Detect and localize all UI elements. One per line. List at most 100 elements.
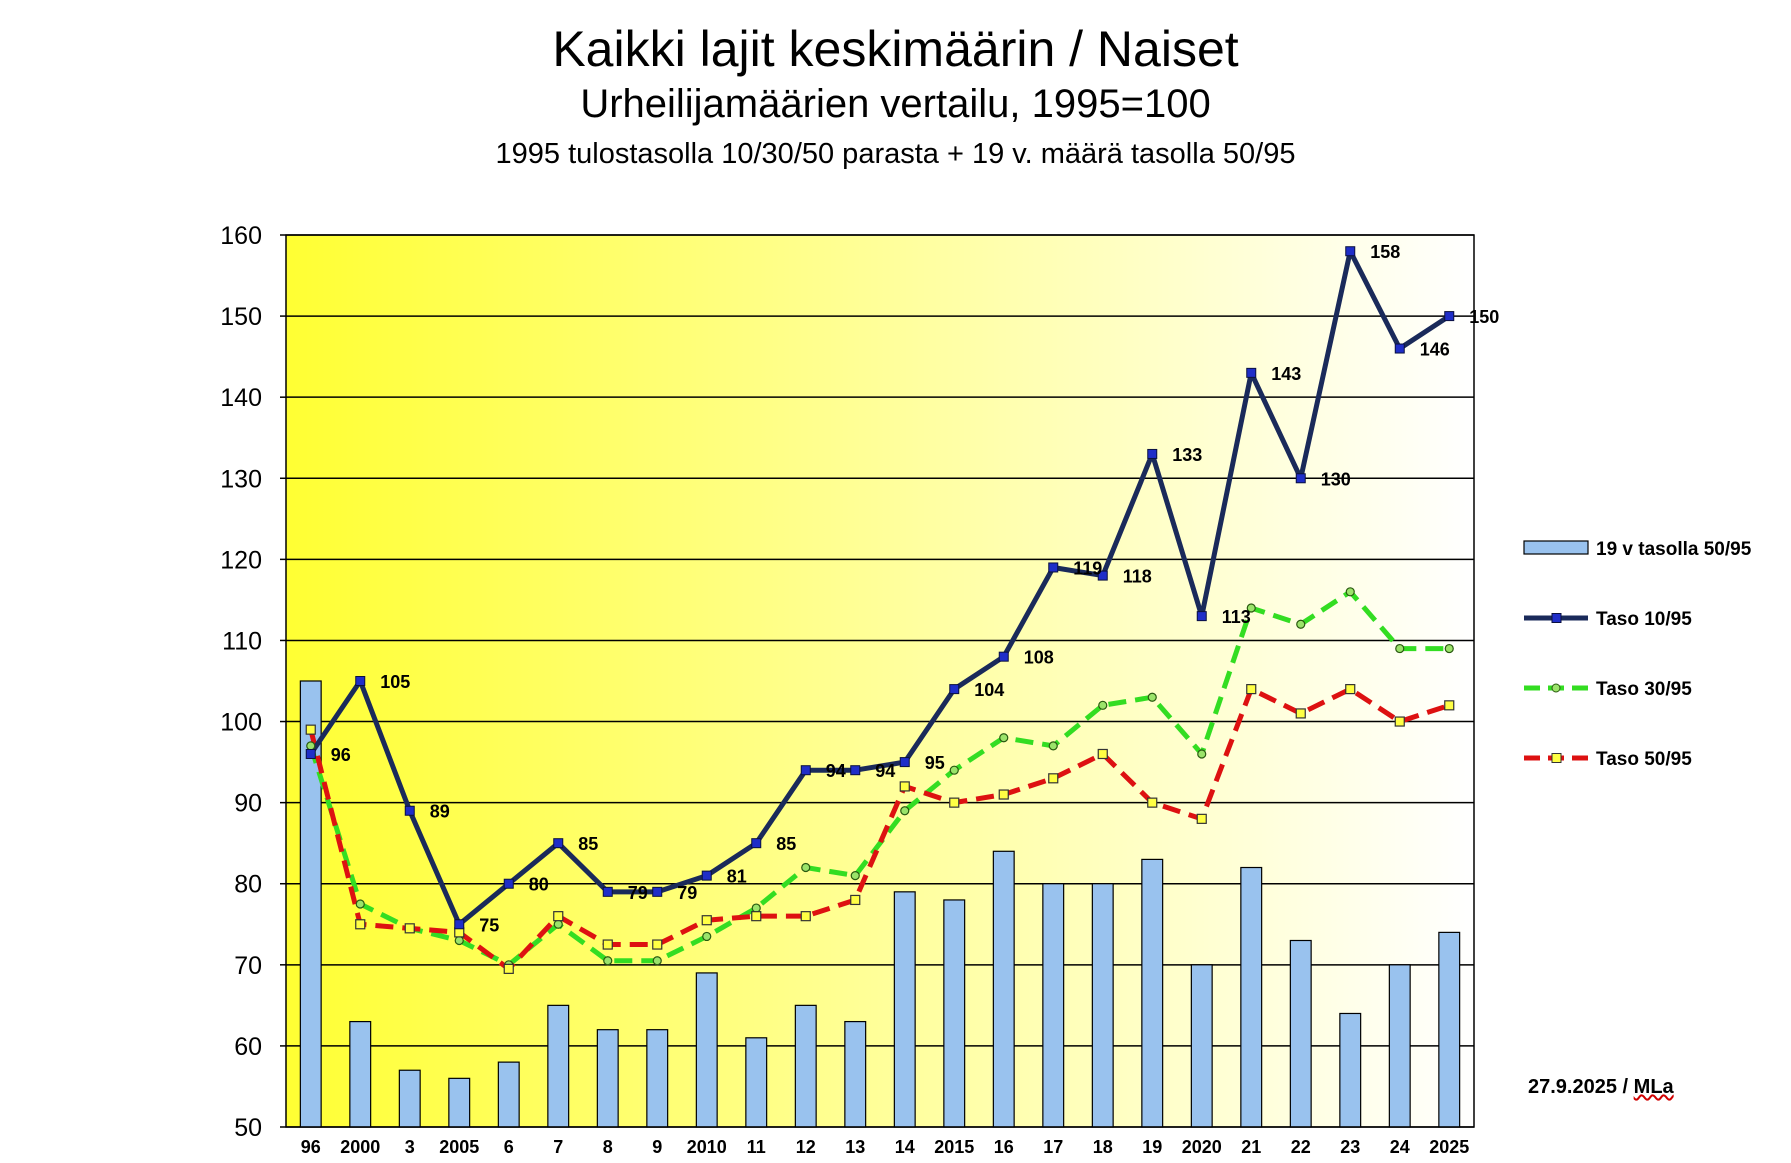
line-point bbox=[1246, 367, 1257, 378]
data-label: 96 bbox=[331, 745, 351, 765]
y-tick-label: 80 bbox=[234, 871, 262, 899]
line-point bbox=[949, 684, 960, 695]
line-point bbox=[602, 939, 613, 950]
x-tick-label: 16 bbox=[994, 1137, 1014, 1157]
bar bbox=[448, 1077, 471, 1128]
line-point bbox=[603, 956, 613, 966]
line-point bbox=[1246, 684, 1257, 695]
x-tick-label: 23 bbox=[1340, 1137, 1360, 1157]
bar bbox=[1339, 1012, 1362, 1128]
bar bbox=[1141, 858, 1164, 1128]
line-point bbox=[998, 651, 1009, 662]
x-tick-label: 24 bbox=[1390, 1137, 1410, 1157]
data-label: 143 bbox=[1271, 364, 1301, 384]
data-label: 146 bbox=[1420, 340, 1450, 360]
line-point bbox=[503, 963, 514, 974]
x-tick-label: 6 bbox=[504, 1137, 514, 1157]
data-label: 104 bbox=[974, 680, 1004, 700]
data-label: 130 bbox=[1321, 469, 1351, 489]
legend-swatch bbox=[1523, 540, 1589, 555]
data-label: 119 bbox=[1073, 558, 1102, 578]
data-label: 81 bbox=[727, 867, 747, 887]
x-tick-label: 2010 bbox=[687, 1137, 727, 1157]
data-label: 94 bbox=[826, 761, 846, 781]
line-point bbox=[1394, 716, 1405, 727]
bar-series bbox=[299, 680, 1461, 1128]
x-tick-label: 14 bbox=[895, 1137, 915, 1157]
data-labels: 96 105 89 75 80 85 79 79 81 85 94 94 95 104 108 119 118 1… bbox=[331, 242, 1500, 935]
x-tick-label: 18 bbox=[1093, 1137, 1113, 1157]
stamp-date: 27.9.2025 / bbox=[1528, 1076, 1634, 1098]
line-point bbox=[652, 939, 663, 950]
data-label: 80 bbox=[529, 875, 549, 895]
line-point bbox=[701, 915, 712, 926]
legend-marker bbox=[1551, 683, 1561, 693]
data-label: 150 bbox=[1469, 307, 1499, 327]
y-tick-label: 100 bbox=[220, 709, 262, 737]
line-point bbox=[949, 765, 959, 775]
x-tick-label: 13 bbox=[845, 1137, 865, 1157]
line-point bbox=[1444, 311, 1455, 322]
chart-subtitle: Urheilijamäärien vertailu, 1995=100 bbox=[580, 82, 1211, 126]
line-point bbox=[1048, 741, 1058, 751]
line-point bbox=[503, 878, 514, 889]
chart-title: Kaikki lajit keskimäärin / Naiset bbox=[552, 21, 1239, 77]
data-label: 94 bbox=[875, 761, 895, 781]
line-point bbox=[602, 886, 613, 897]
bar bbox=[547, 1004, 570, 1128]
legend-marker bbox=[1551, 613, 1562, 623]
line-point bbox=[355, 676, 366, 686]
x-tick-label: 2005 bbox=[439, 1137, 479, 1157]
line-point bbox=[355, 919, 366, 930]
series-line bbox=[308, 248, 1451, 927]
line-point bbox=[553, 911, 564, 922]
bar bbox=[596, 1029, 619, 1128]
y-tick-label: 90 bbox=[234, 790, 262, 818]
chart-subtitle-secondary: 1995 tulostasolla 10/30/50 parasta + 19 … bbox=[495, 138, 1296, 170]
line-point bbox=[1196, 813, 1207, 824]
line-point bbox=[1048, 562, 1059, 573]
line-point bbox=[850, 765, 861, 776]
line-point bbox=[1098, 700, 1108, 710]
line-point bbox=[998, 789, 1009, 800]
bar bbox=[1240, 866, 1263, 1128]
line-point bbox=[949, 797, 960, 808]
data-label: 79 bbox=[677, 883, 697, 903]
line-point bbox=[1097, 748, 1108, 760]
data-label: 75 bbox=[479, 915, 499, 935]
x-tick-label: 11 bbox=[747, 1137, 766, 1157]
line-point bbox=[1246, 603, 1256, 613]
bar bbox=[646, 1029, 669, 1128]
line-point bbox=[454, 919, 465, 930]
line-point bbox=[1196, 611, 1207, 622]
x-tick-label: 22 bbox=[1291, 1137, 1311, 1157]
bar bbox=[745, 1037, 768, 1128]
line-point bbox=[553, 919, 563, 929]
y-tick-label: 110 bbox=[222, 627, 262, 655]
line-point bbox=[850, 871, 860, 881]
data-label: 95 bbox=[925, 753, 945, 773]
legend-marker bbox=[1551, 753, 1562, 763]
data-label: 89 bbox=[430, 802, 450, 822]
data-label: 108 bbox=[1024, 648, 1054, 668]
line-point bbox=[1048, 773, 1059, 784]
y-tick-label: 160 bbox=[220, 222, 262, 250]
line-point bbox=[999, 733, 1009, 743]
bar bbox=[844, 1020, 867, 1128]
line-markers bbox=[305, 246, 1455, 974]
bar bbox=[1190, 964, 1213, 1128]
bar bbox=[943, 899, 966, 1128]
line-point bbox=[900, 806, 910, 816]
data-label: 85 bbox=[776, 834, 796, 854]
y-tick-label: 50 bbox=[234, 1114, 262, 1142]
bar bbox=[398, 1069, 421, 1128]
line-point bbox=[1395, 643, 1405, 654]
line-point bbox=[899, 757, 910, 768]
bar bbox=[794, 1004, 817, 1128]
line-point bbox=[1444, 643, 1454, 654]
x-axis: 96 2000 3 2005 6 7 8 9 2010 11 12 13 14 2015 16 17 18 19 2… bbox=[301, 1137, 1470, 1157]
legend-label: 19 v tasolla 50/95 bbox=[1596, 539, 1752, 560]
line-point bbox=[1345, 684, 1356, 695]
data-label: 158 bbox=[1370, 242, 1400, 262]
